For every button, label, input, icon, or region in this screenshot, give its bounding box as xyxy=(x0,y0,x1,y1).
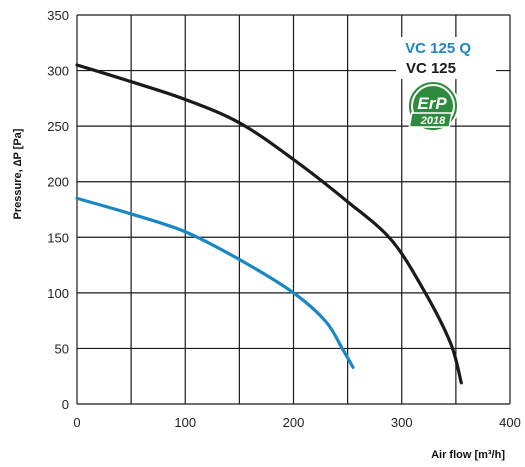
y-tick-label: 50 xyxy=(55,341,69,356)
legend-vc125q: VC 125 Q xyxy=(405,40,471,57)
series-line-vc125q xyxy=(75,196,355,369)
legend: VC 125 Q VC 125 xyxy=(396,37,496,79)
series-layer xyxy=(75,63,463,385)
badge-year-text: 2018 xyxy=(420,115,446,127)
grid-layer xyxy=(76,14,511,405)
y-tick-label: 250 xyxy=(47,119,69,134)
x-tick-label: 300 xyxy=(391,415,413,430)
tick-labels: 0 100 200 300 400 0 50 100 150 200 250 300 350 xyxy=(47,8,521,430)
legend-vc125: VC 125 xyxy=(406,60,456,77)
series-line-vc125 xyxy=(75,63,463,385)
y-tick-label: 200 xyxy=(47,175,69,190)
x-tick-label: 0 xyxy=(73,415,80,430)
y-tick-label: 350 xyxy=(47,8,69,23)
badge-erp-text: ErP xyxy=(417,94,447,113)
y-tick-label: 0 xyxy=(62,397,69,412)
x-axis-title: Air flow [m³/h] xyxy=(431,449,505,461)
x-tick-label: 100 xyxy=(174,415,196,430)
y-axis-title: Pressure, ∆P [Pa] xyxy=(12,128,24,219)
y-tick-label: 150 xyxy=(47,230,69,245)
x-tick-label: 200 xyxy=(283,415,305,430)
erp-badge-icon: ErP 2018 xyxy=(407,80,459,132)
y-tick-label: 100 xyxy=(47,286,69,301)
y-tick-label: 300 xyxy=(47,64,69,79)
x-tick-label: 400 xyxy=(499,415,521,430)
